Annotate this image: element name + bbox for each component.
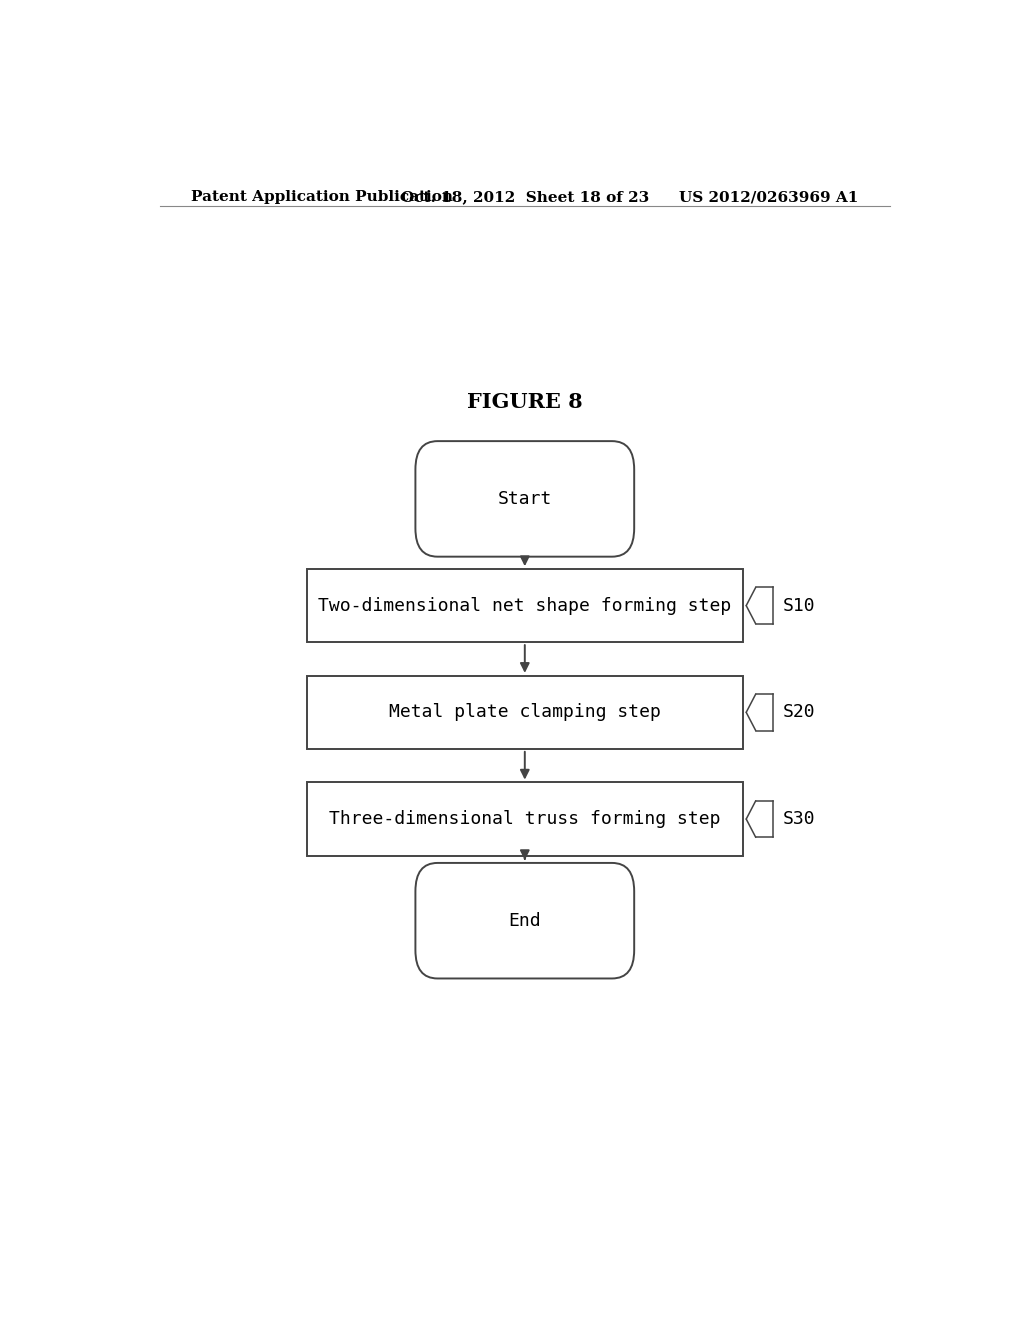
- FancyBboxPatch shape: [306, 783, 743, 855]
- Text: S10: S10: [782, 597, 815, 615]
- Text: Oct. 18, 2012  Sheet 18 of 23: Oct. 18, 2012 Sheet 18 of 23: [400, 190, 649, 205]
- FancyBboxPatch shape: [416, 441, 634, 557]
- Text: Metal plate clamping step: Metal plate clamping step: [389, 704, 660, 721]
- FancyBboxPatch shape: [416, 863, 634, 978]
- Text: S30: S30: [782, 810, 815, 828]
- FancyBboxPatch shape: [306, 676, 743, 748]
- FancyBboxPatch shape: [306, 569, 743, 643]
- Text: Two-dimensional net shape forming step: Two-dimensional net shape forming step: [318, 597, 731, 615]
- Text: Patent Application Publication: Patent Application Publication: [191, 190, 454, 205]
- Text: End: End: [509, 912, 541, 929]
- Text: S20: S20: [782, 704, 815, 721]
- Text: Three-dimensional truss forming step: Three-dimensional truss forming step: [329, 810, 721, 828]
- Text: Start: Start: [498, 490, 552, 508]
- Text: FIGURE 8: FIGURE 8: [467, 392, 583, 412]
- Text: US 2012/0263969 A1: US 2012/0263969 A1: [679, 190, 858, 205]
